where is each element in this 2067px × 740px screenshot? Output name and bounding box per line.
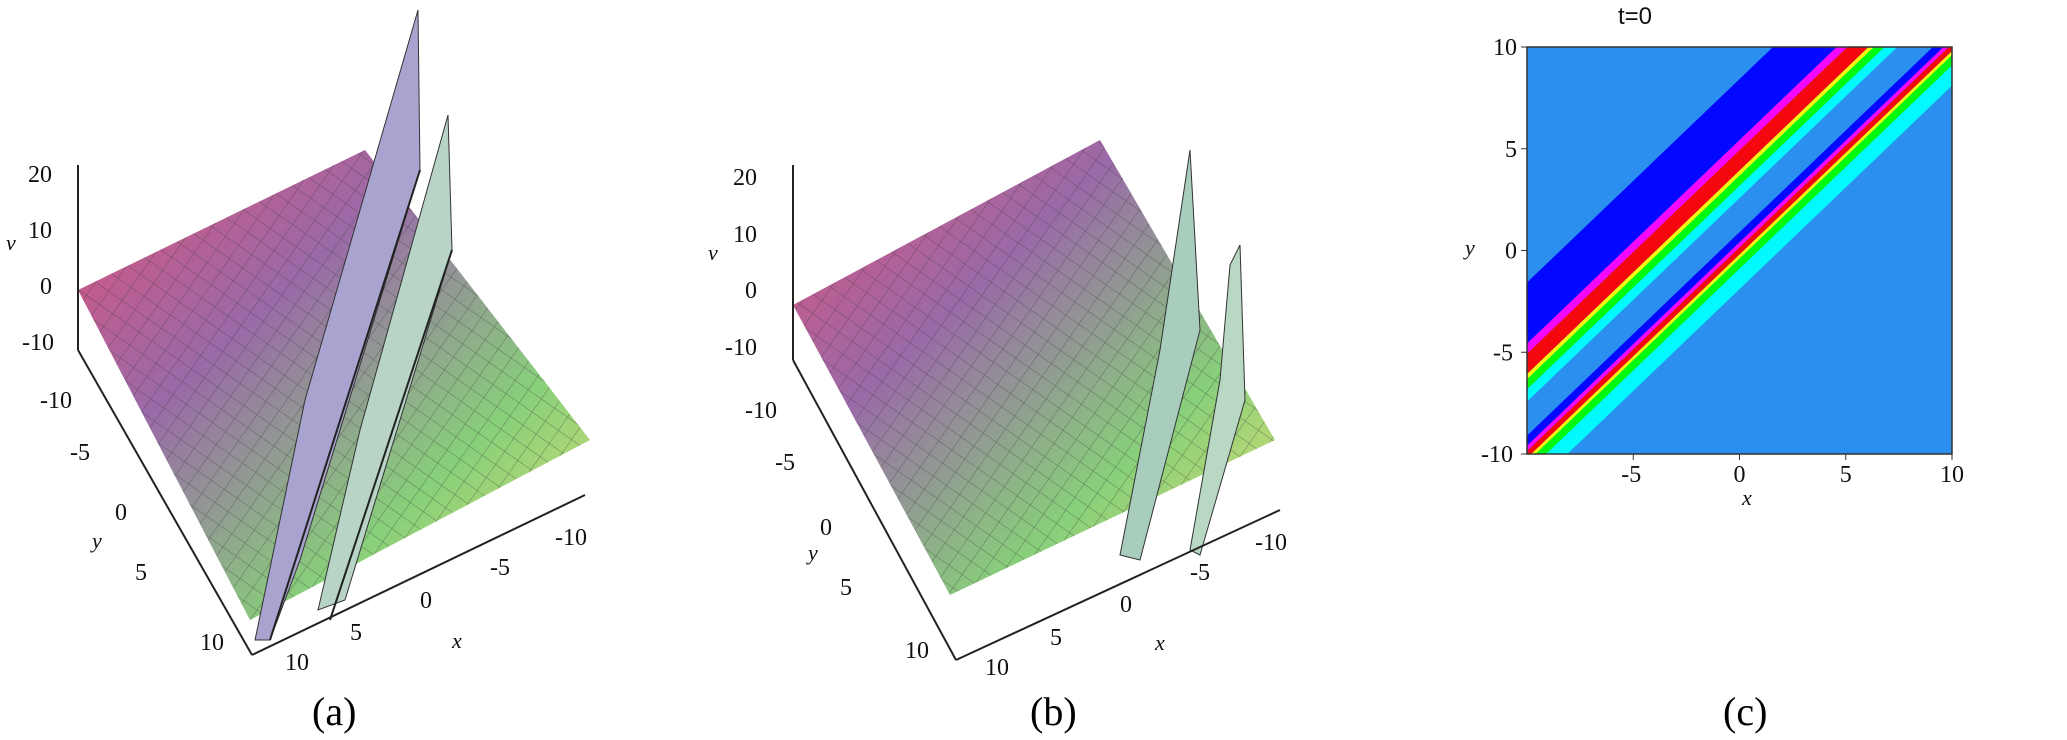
surface-a xyxy=(78,9,590,641)
z-tick: 20 xyxy=(733,165,757,191)
y-tick-label: 5 xyxy=(1505,137,1517,163)
y-tick-label: 10 xyxy=(1493,35,1517,61)
z-tick: 20 xyxy=(28,162,52,188)
caption-b: (b) xyxy=(1030,689,1077,734)
y-tick: -10 xyxy=(745,398,777,424)
y-tick-label: -5 xyxy=(1493,340,1513,366)
x-tick: -10 xyxy=(555,525,587,551)
surface-plot-b: 20 10 0 -10 v -10 -5 0 5 10 y 10 5 0 -5 … xyxy=(708,140,1287,734)
z-axis-label: v xyxy=(708,240,718,265)
x-tick: 10 xyxy=(285,650,309,676)
z-tick: 10 xyxy=(733,222,757,248)
x-axis-label: x xyxy=(451,628,462,653)
heatmap-area xyxy=(1527,47,1952,454)
x-tick-label: 5 xyxy=(1840,462,1852,488)
x-tick: -5 xyxy=(490,555,510,581)
caption-c: (c) xyxy=(1723,689,1767,734)
ridge-2 xyxy=(317,114,453,611)
y-tick-label: 0 xyxy=(1505,239,1517,265)
z-tick: -10 xyxy=(725,335,757,361)
ridge-1 xyxy=(1119,149,1201,561)
heatmap-c: t=0 -5 0 5 10 10 5 0 -5 -10 x y (c) xyxy=(1463,3,1964,734)
z-tick: 0 xyxy=(40,274,52,300)
panel-c: t=0 -5 0 5 10 10 5 0 -5 -10 x y (c) xyxy=(1400,0,2067,735)
x-tick-label: -5 xyxy=(1621,462,1641,488)
x-tick: 5 xyxy=(1050,625,1062,651)
heatmap-band-strip xyxy=(1531,51,1952,454)
x-tick: 10 xyxy=(985,655,1009,681)
x-tick: -10 xyxy=(1255,530,1287,556)
z-tick: -10 xyxy=(22,330,54,356)
panel-a: 20 10 0 -10 v -10 -5 0 5 10 y 10 5 0 -5 … xyxy=(0,0,700,735)
z-tick: 10 xyxy=(28,218,52,244)
y-tick: 0 xyxy=(115,500,127,526)
x-tick: 5 xyxy=(350,620,362,646)
x-axis-label: x xyxy=(1154,630,1165,655)
z-axis-label: v xyxy=(6,230,16,255)
panel-b: 20 10 0 -10 v -10 -5 0 5 10 y 10 5 0 -5 … xyxy=(700,0,1400,735)
surface-plot-a: 20 10 0 -10 v -10 -5 0 5 10 y 10 5 0 -5 … xyxy=(6,9,590,734)
x-tick: 0 xyxy=(420,588,432,614)
x-axis-label: x xyxy=(1741,485,1752,510)
y-tick: -5 xyxy=(775,450,795,476)
chart-title: t=0 xyxy=(1618,3,1652,30)
z-tick: 0 xyxy=(745,278,757,304)
y-tick-label: -10 xyxy=(1481,442,1513,468)
y-tick: 5 xyxy=(135,560,147,586)
y-axis-label: y xyxy=(90,528,102,553)
surface-b xyxy=(793,140,1275,595)
ridge-2 xyxy=(1189,244,1246,556)
y-tick: -5 xyxy=(70,440,90,466)
x-tick-label: 0 xyxy=(1734,462,1746,488)
heatmap-band-strip xyxy=(1527,47,1898,402)
y-tick: 10 xyxy=(905,638,929,664)
y-tick: 5 xyxy=(840,575,852,601)
caption-a: (a) xyxy=(312,689,356,734)
y-axis-label: y xyxy=(806,540,818,565)
y-axis-label: y xyxy=(1463,235,1475,260)
heatmap-band-strip xyxy=(1535,55,1952,454)
y-tick: -10 xyxy=(40,388,72,414)
x-tick-label: 10 xyxy=(1940,462,1964,488)
y-tick: 10 xyxy=(200,630,224,656)
heatmap-band-strip xyxy=(1527,47,1952,454)
x-tick: 0 xyxy=(1120,592,1132,618)
heatmap-band-strip xyxy=(1527,47,1949,451)
y-tick: 0 xyxy=(820,515,832,541)
x-tick: -5 xyxy=(1190,560,1210,586)
